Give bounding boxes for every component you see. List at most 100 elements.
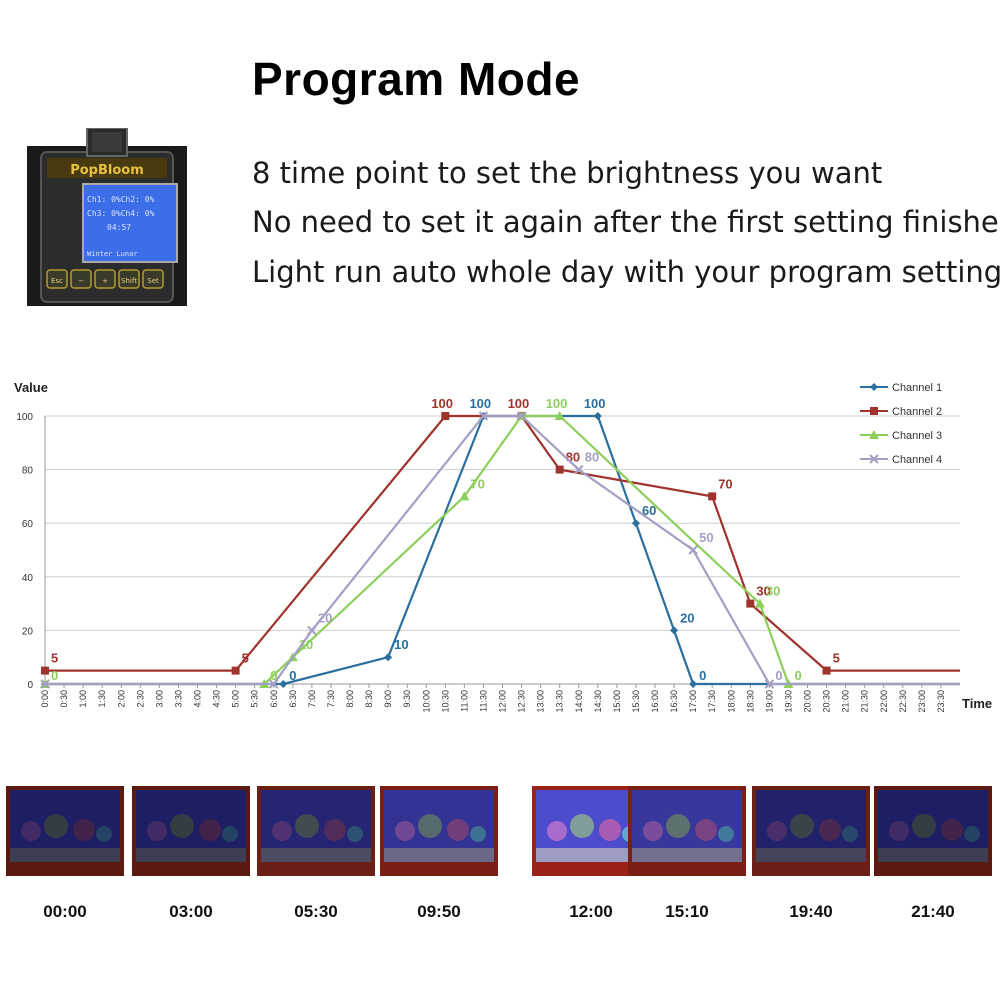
y-axis-label: Value <box>14 380 48 395</box>
device-button <box>70 269 92 289</box>
y-tick-label: 100 <box>16 412 33 423</box>
device-screen-line-3: 04:57 <box>107 223 131 232</box>
data-point <box>870 407 878 415</box>
x-tick-label: 16:30 <box>669 690 679 713</box>
data-point <box>554 411 565 420</box>
data-label: 30 <box>766 584 780 599</box>
x-tick-label: 10:30 <box>440 690 450 713</box>
data-label: 100 <box>546 396 568 411</box>
data-label: 100 <box>508 396 530 411</box>
data-point <box>869 454 879 464</box>
legend-label: Channel 2 <box>892 406 942 418</box>
y-tick-label: 20 <box>22 626 34 637</box>
data-point <box>708 492 717 501</box>
data-label: 60 <box>642 503 656 518</box>
data-point <box>279 680 288 688</box>
data-label: 5 <box>51 651 58 666</box>
x-tick-label: 16:00 <box>650 690 660 713</box>
tank-time-label: 15:10 <box>665 902 709 921</box>
series-2: 5 5 100 100 80 70 30 5 <box>41 396 960 675</box>
device-button-label: + <box>102 277 108 285</box>
tank-photo <box>752 786 870 876</box>
tank-photo <box>380 786 498 876</box>
page-title: Program Mode <box>252 53 581 105</box>
controller-device: PopBloom Ch1: 0%Ch2: 0% Ch3: 0%Ch4: 0% 0… <box>27 128 187 306</box>
x-tick-label: 19:30 <box>783 690 793 713</box>
tank-time-label: 21:40 <box>911 902 955 921</box>
legend-label: Channel 4 <box>892 454 942 466</box>
x-tick-label: 8:30 <box>364 690 374 708</box>
x-tick-label: 11:30 <box>478 690 488 712</box>
data-point <box>746 599 755 608</box>
device-button-label: Esc <box>51 277 63 285</box>
x-axis-label: Time <box>962 696 992 711</box>
x-tick-label: 1:30 <box>97 690 107 708</box>
device-button-label: Set <box>147 277 159 285</box>
data-point <box>869 430 879 439</box>
x-tick-label: 14:00 <box>574 690 584 713</box>
data-point <box>269 679 279 689</box>
x-tick-label: 20:00 <box>803 690 813 713</box>
data-point <box>764 679 775 689</box>
x-tick-label: 17:30 <box>707 690 717 713</box>
y-tick-label: 40 <box>22 573 34 584</box>
y-tick-label: 60 <box>22 519 34 530</box>
data-label: 0 <box>289 668 296 683</box>
tank-illustration <box>532 786 650 876</box>
series-line <box>45 414 960 686</box>
x-tick-label: 1:00 <box>78 690 88 708</box>
x-tick-label: 23:00 <box>917 690 927 713</box>
data-point <box>870 383 878 391</box>
x-tick-label: 17:00 <box>688 690 698 713</box>
data-label: 10 <box>299 637 313 652</box>
x-tick-label: 18:30 <box>745 690 755 713</box>
tank-illustration <box>257 786 375 876</box>
data-point <box>478 411 489 421</box>
tank-time-label: 03:00 <box>169 902 213 921</box>
x-tick-label: 4:30 <box>212 690 222 708</box>
x-tick-label: 5:00 <box>231 690 241 708</box>
data-point <box>40 679 50 689</box>
data-label: 0 <box>51 668 58 683</box>
data-point <box>41 666 49 675</box>
x-tick-label: 5:30 <box>250 690 260 708</box>
tank-photo <box>532 786 650 876</box>
data-label: 50 <box>699 530 713 545</box>
data-point <box>231 666 240 675</box>
x-tick-label: 11:00 <box>459 690 469 712</box>
legend-item: Channel 1 <box>860 382 942 394</box>
x-tick-label: 3:30 <box>173 690 183 708</box>
x-tick-label: 13:30 <box>555 690 565 713</box>
data-label: 70 <box>470 476 484 491</box>
x-tick-label: 0:00 <box>40 690 50 708</box>
device-brand: PopBloom <box>70 163 144 178</box>
x-tick-label: 9:00 <box>383 690 393 708</box>
tank-illustration <box>752 786 870 876</box>
data-label: 0 <box>775 668 782 683</box>
x-tick-label: 13:00 <box>536 690 546 713</box>
x-tick-label: 20:30 <box>822 690 832 713</box>
data-point <box>688 545 698 555</box>
data-point <box>459 491 470 501</box>
x-tick-label: 10:00 <box>421 690 431 713</box>
y-tick-label: 80 <box>22 466 34 477</box>
series-line <box>45 414 960 686</box>
tank-illustration <box>628 786 746 876</box>
device-button <box>46 269 68 289</box>
x-tick-label: 2:30 <box>135 690 145 708</box>
x-tick-label: 7:00 <box>307 690 317 708</box>
tank-time-label: 12:00 <box>569 902 613 921</box>
tank-photo <box>257 786 375 876</box>
x-tick-label: 18:00 <box>726 690 736 713</box>
data-label: 100 <box>431 396 453 411</box>
legend-item: Channel 3 <box>860 430 942 442</box>
data-point <box>574 464 584 475</box>
x-tick-label: 15:30 <box>631 690 641 713</box>
legend-item: Channel 2 <box>860 406 942 418</box>
tank-time-label: 05:30 <box>294 902 338 921</box>
data-label: 70 <box>718 476 732 491</box>
tank-strip: 00:00 03:00 05:30 <box>0 786 1000 926</box>
